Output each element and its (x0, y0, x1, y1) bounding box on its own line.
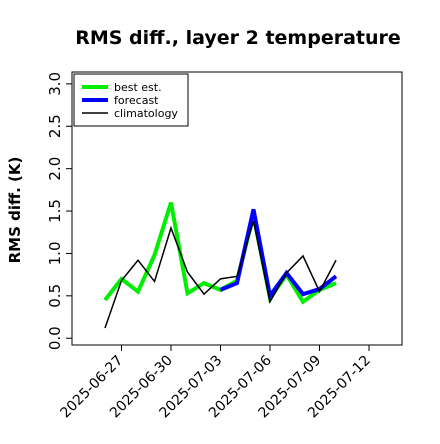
chart-title: RMS diff., layer 2 temperature (75, 27, 401, 49)
y-tick-label: 0.0 (46, 326, 64, 350)
legend-label: forecast (114, 94, 159, 107)
legend-label: climatology (114, 107, 178, 120)
plot-frame (71, 71, 403, 346)
y-tick-label: 0.5 (46, 284, 64, 308)
y-tick-label: 2.5 (46, 114, 64, 138)
y-axis-label: RMS diff. (K) (6, 157, 24, 264)
series-line (219, 208, 338, 301)
series-line (104, 221, 337, 329)
series-line (103, 201, 337, 305)
y-tick-label: 1.5 (46, 199, 64, 223)
y-tick-label: 2.0 (46, 157, 64, 181)
y-tick-label: 1.0 (46, 242, 64, 266)
legend-label: best est. (114, 81, 162, 94)
y-tick-label: 3.0 (46, 72, 64, 96)
